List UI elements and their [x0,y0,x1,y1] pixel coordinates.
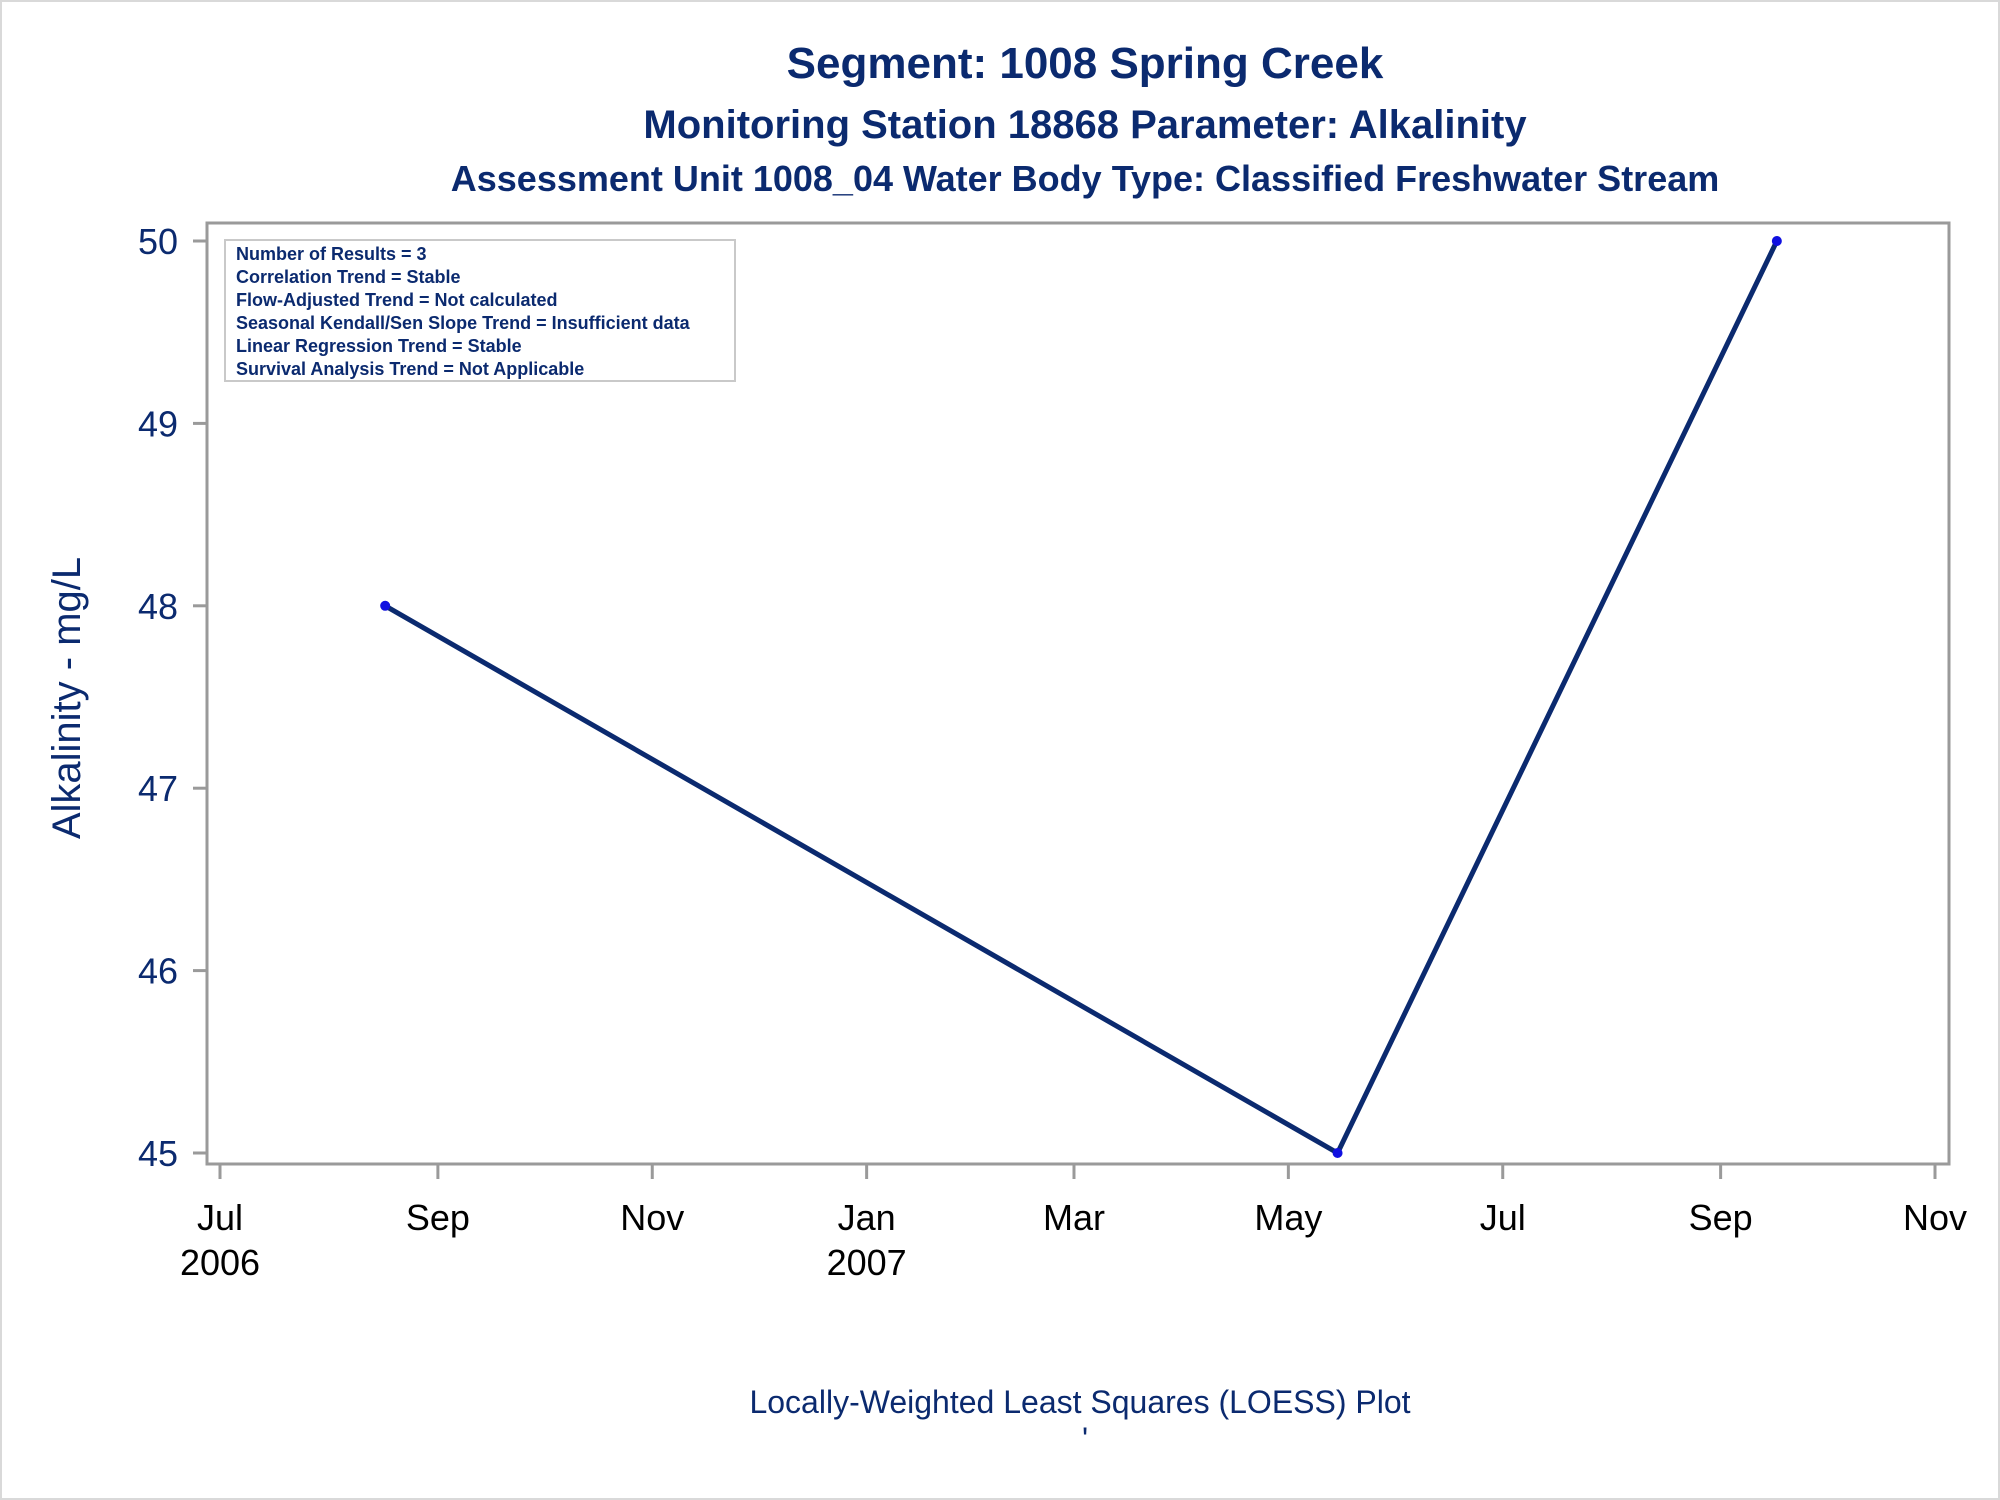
y-axis-label: Alkalinity - mg/L [45,557,89,839]
plot-area [205,221,1951,1166]
stats-line-survival-analysis: Survival Analysis Trend = Not Applicable [236,359,584,379]
data-point [1332,1148,1343,1158]
footnote-loess: Locally-Weighted Least Squares (LOESS) P… [749,1384,1410,1420]
x-tick-label: Jul [197,1197,243,1238]
stats-box-border [224,239,736,382]
y-tick-label: 49 [138,403,178,444]
x-tick-label: Sep [1689,1197,1753,1238]
stats-line-results: Number of Results = 3 [236,244,427,264]
y-tick-label: 47 [138,768,178,809]
x-tick-label: Mar [1043,1197,1105,1238]
y-tick-label: 46 [138,951,178,992]
stats-box: Number of Results = 3 Correlation Trend … [224,239,736,382]
x-tick-label: Nov [1903,1197,1967,1238]
chart-title: Segment: 1008 Spring Creek [787,39,1384,88]
stats-line-linear-regression: Linear Regression Trend = Stable [236,336,522,356]
x-tick-label: Nov [620,1197,684,1238]
data-point [380,600,391,611]
chart-subtitle-assessment: Assessment Unit 1008_04 Water Body Type:… [451,158,1720,199]
data-point [1771,236,1782,246]
x-tick-year-label: 2006 [180,1242,260,1283]
stats-line-flow-adjusted: Flow-Adjusted Trend = Not calculated [236,290,558,310]
data-series [380,236,1782,1158]
chart-subtitle-station: Monitoring Station 18868 Parameter: Alka… [643,103,1527,147]
stats-line-correlation: Correlation Trend = Stable [236,267,461,287]
x-tick-label: May [1254,1197,1322,1238]
footnote-mark: ' [1082,1421,1088,1457]
x-tick-year-label: 2007 [827,1242,907,1283]
x-tick-label: Sep [406,1197,470,1238]
y-tick-label: 48 [138,586,178,627]
y-tick-label: 50 [138,221,178,262]
stats-line-seasonal-kendall: Seasonal Kendall/Sen Slope Trend = Insuf… [236,313,691,333]
x-tick-label: Jan [838,1197,896,1238]
y-tick-label: 45 [138,1133,178,1174]
x-tick-label: Jul [1480,1197,1526,1238]
